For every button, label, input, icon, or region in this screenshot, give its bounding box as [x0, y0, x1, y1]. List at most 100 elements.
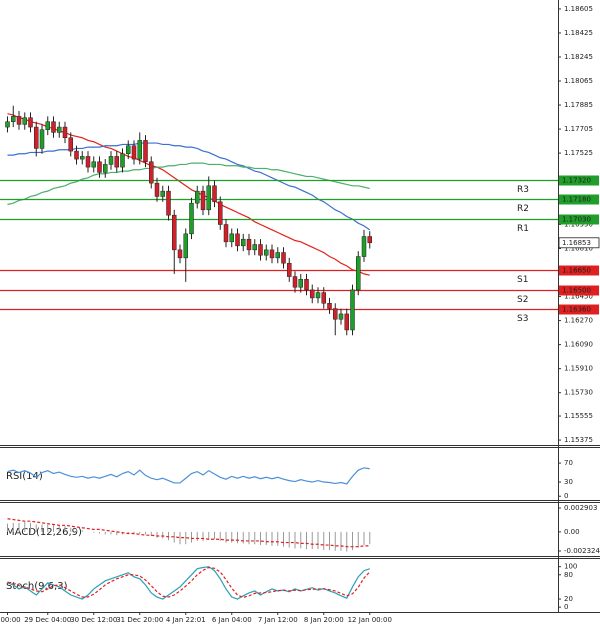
candle-body	[39, 129, 45, 149]
candle-body	[45, 121, 50, 130]
candle-body	[62, 126, 68, 138]
candle-body	[80, 156, 85, 160]
x-tick-label: 31 Dec 20:00	[116, 616, 163, 624]
x-tick-label: 8 Jan 20:00	[304, 616, 344, 624]
indicator-line	[7, 113, 370, 276]
candle-body	[160, 190, 165, 197]
y-tick-label: 1.15375	[564, 436, 593, 444]
candle-body	[212, 185, 217, 203]
x-tick-label: 6 Jan 04:00	[212, 616, 252, 624]
y-tick-label: 0	[564, 603, 568, 611]
candle-body	[57, 126, 62, 133]
candle-body	[28, 117, 33, 128]
level-tag	[559, 304, 599, 315]
level-tag-label: 1.17030	[562, 216, 591, 224]
candle-body	[22, 117, 27, 125]
candle-body	[183, 233, 188, 259]
candle-body	[310, 289, 315, 299]
candle-body	[287, 262, 292, 277]
candle-body	[149, 161, 154, 184]
x-tick-label: 29 Dec 04:00	[24, 616, 71, 624]
last-price-label: 1.16853	[562, 239, 591, 247]
x-tick-label: c 00:00	[0, 616, 21, 624]
stoch-title: Stoch(9,6,3)	[6, 581, 68, 592]
candle-body	[51, 121, 56, 133]
candle-body	[304, 278, 309, 291]
level-tag	[559, 265, 599, 276]
y-tick-label: 1.18605	[564, 5, 593, 13]
y-tick-label: 1.16090	[564, 341, 593, 349]
candle-body	[131, 145, 137, 160]
level-tag-label: 1.16360	[562, 306, 591, 314]
candle-body	[315, 292, 321, 299]
y-tick-label: 1.17705	[564, 125, 593, 133]
candle-body	[252, 244, 257, 251]
indicator-line	[7, 518, 370, 548]
candle-body	[68, 137, 73, 152]
level-tag	[559, 194, 599, 205]
indicator-line	[7, 566, 371, 599]
level-tag-label: 1.17320	[562, 177, 591, 185]
candle-body	[91, 161, 96, 168]
candle-body	[367, 236, 372, 244]
candle-body	[189, 202, 194, 235]
candle-body	[344, 313, 349, 331]
rsi-title: RSI(14)	[6, 471, 43, 482]
candle-body	[172, 214, 177, 251]
candle-body	[218, 201, 223, 225]
y-tick-label: 70	[564, 459, 573, 467]
level-tag-label: 1.16650	[562, 267, 591, 275]
candle-body	[327, 303, 332, 309]
candle-body	[258, 244, 263, 256]
candle-body	[264, 249, 269, 256]
candle-body	[281, 252, 286, 264]
candle-body	[338, 313, 344, 320]
x-tick-label: 30 Dec 12:00	[70, 616, 117, 624]
candle-body	[350, 289, 355, 331]
candle-body	[11, 116, 16, 122]
candle-body	[298, 278, 303, 288]
level-name: S1	[517, 275, 528, 285]
frame	[0, 0, 600, 613]
y-tick-label: 0.002903	[564, 504, 597, 512]
level-tag	[559, 214, 599, 225]
level-name: R3	[517, 185, 529, 195]
candle-body	[103, 164, 108, 173]
candle-body	[177, 249, 183, 259]
indicator-line	[7, 467, 370, 485]
y-tick-label: 1.16810	[564, 245, 593, 253]
candle-body	[16, 116, 22, 125]
y-tick-label: 30	[564, 478, 573, 486]
candle-body	[235, 233, 240, 247]
candle-body	[229, 233, 234, 243]
level-name: S3	[517, 314, 528, 324]
y-tick-label: -0.002324	[564, 547, 600, 555]
y-tick-label: 1.18425	[564, 29, 593, 37]
level-tag	[559, 175, 599, 186]
candle-body	[241, 238, 246, 247]
y-tick-label: 20	[564, 595, 573, 603]
candle-body	[292, 276, 298, 288]
y-tick-label: 0	[564, 492, 568, 500]
y-tick-label: 1.16990	[564, 221, 593, 229]
candle-body	[166, 190, 171, 216]
candle-body	[34, 126, 39, 149]
candle-body	[85, 156, 91, 168]
candle-body	[137, 140, 142, 160]
candle-body	[206, 185, 211, 211]
candle-body	[200, 190, 206, 211]
level-name: R1	[517, 224, 529, 234]
candle-body	[126, 145, 131, 155]
candle-body	[321, 292, 326, 304]
candle-body	[5, 121, 10, 128]
indicator-line	[7, 566, 370, 600]
y-tick-label: 1.17525	[564, 149, 593, 157]
candle-body	[154, 182, 160, 197]
x-tick-label: 7 Jan 12:00	[258, 616, 298, 624]
candle-body	[97, 161, 102, 173]
indicator-line	[7, 162, 370, 206]
candle-body	[143, 140, 148, 163]
y-tick-label: 1.17885	[564, 101, 593, 109]
